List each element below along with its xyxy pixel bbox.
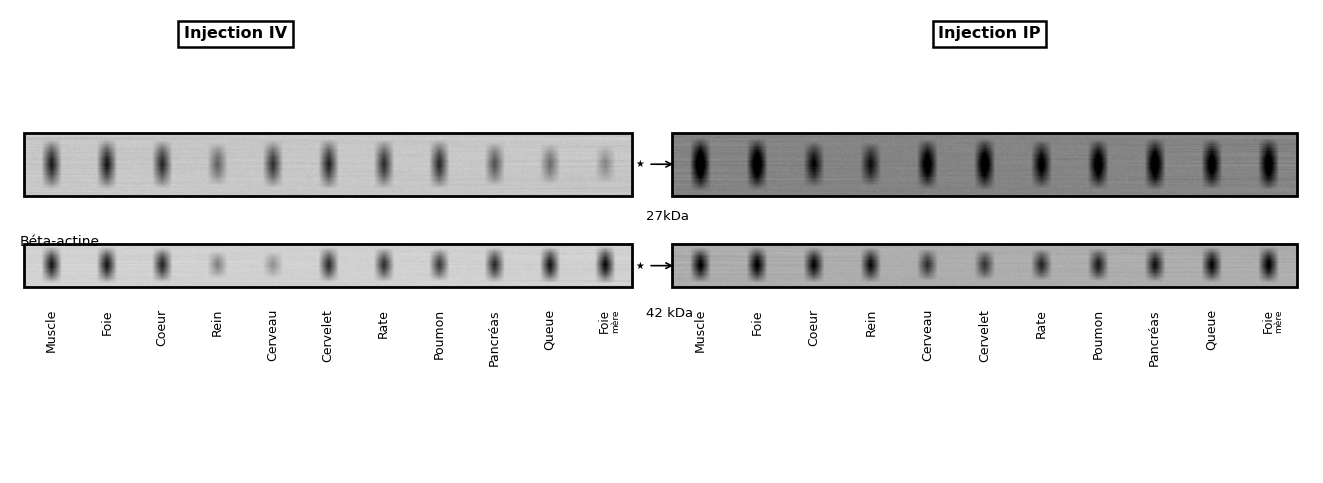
Text: Injection IV: Injection IV bbox=[184, 26, 287, 42]
Text: Foie: Foie bbox=[101, 309, 114, 335]
Text: ★: ★ bbox=[635, 159, 644, 169]
Text: 27kDa: 27kDa bbox=[646, 210, 689, 223]
Text: Pancréas: Pancréas bbox=[1148, 309, 1162, 366]
Bar bbox=[672, 244, 1297, 287]
Text: Muscle: Muscle bbox=[45, 309, 58, 353]
Text: Queue: Queue bbox=[1205, 309, 1218, 350]
Text: Rate: Rate bbox=[1035, 309, 1048, 338]
Text: Cervelet: Cervelet bbox=[978, 309, 991, 362]
Text: Coeur: Coeur bbox=[156, 309, 168, 346]
Text: Injection IP: Injection IP bbox=[938, 26, 1041, 42]
Text: Cerveau: Cerveau bbox=[266, 309, 279, 361]
Text: Rein: Rein bbox=[864, 309, 877, 337]
Text: Coeur: Coeur bbox=[807, 309, 820, 346]
Text: Rate: Rate bbox=[377, 309, 390, 338]
Text: 42 kDa: 42 kDa bbox=[646, 307, 693, 320]
Text: mère: mère bbox=[611, 309, 619, 333]
Bar bbox=[24, 244, 632, 287]
Text: Rein: Rein bbox=[210, 309, 224, 337]
Text: Muscle: Muscle bbox=[695, 309, 706, 353]
Text: mère: mère bbox=[1274, 309, 1283, 333]
Text: Foie: Foie bbox=[1262, 309, 1274, 333]
Text: Béta-actine: Béta-actine bbox=[20, 235, 99, 248]
Bar bbox=[672, 133, 1297, 196]
Bar bbox=[24, 133, 632, 196]
Text: Poumon: Poumon bbox=[433, 309, 446, 359]
Text: ★: ★ bbox=[635, 261, 644, 270]
Text: Pancréas: Pancréas bbox=[488, 309, 500, 366]
Text: Foie: Foie bbox=[598, 309, 611, 333]
Text: Cervelet: Cervelet bbox=[321, 309, 335, 362]
Text: Poumon: Poumon bbox=[1091, 309, 1105, 359]
Text: Cerveau: Cerveau bbox=[921, 309, 934, 361]
Text: Queue: Queue bbox=[542, 309, 556, 350]
Text: Foie: Foie bbox=[750, 309, 763, 335]
